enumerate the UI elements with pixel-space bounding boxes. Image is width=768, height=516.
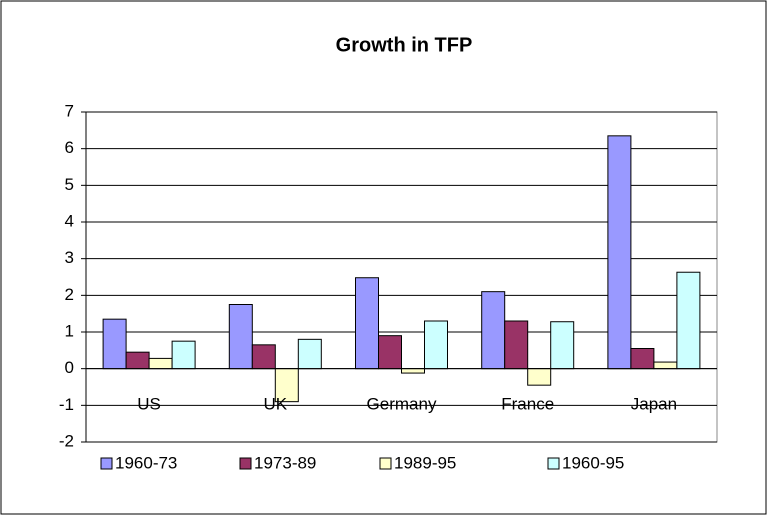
legend-label: 1960-73 [115,453,177,472]
bar [607,135,632,370]
y-tick-label: -2 [59,431,74,450]
bar [550,321,575,370]
legend-swatch [100,457,113,470]
y-tick-label: 3 [65,248,74,267]
y-tick-label: 6 [65,138,74,157]
bar [424,320,448,370]
bar [125,351,150,370]
bar [676,271,701,370]
bar [355,277,379,370]
y-tick-label: 0 [65,358,74,377]
bar [527,368,552,386]
y-tick-label: 5 [65,175,74,194]
chart-title: Growth in TFP [336,34,473,56]
x-tick-label: UK [263,394,287,413]
legend-swatch [239,457,252,470]
bar [297,338,322,370]
legend-label: 1989-95 [394,453,456,472]
y-tick-label: 2 [65,285,74,304]
bar [251,344,276,370]
x-tick-label: France [501,394,554,413]
bar [148,357,173,370]
legend-swatch [379,457,392,470]
legend-label: 1973-89 [254,453,316,472]
bar [630,348,655,370]
bar [228,304,253,370]
legend-swatch [547,457,560,470]
legend-label: 1960-95 [562,453,624,472]
x-tick-label: US [137,394,161,413]
bar [171,340,196,370]
x-tick-label: Japan [631,394,677,413]
bar [653,361,678,370]
x-tick-label: Germany [367,394,437,413]
y-tick-label: 4 [65,211,74,230]
bar [504,320,529,370]
y-tick-label: 1 [65,321,74,340]
y-tick-label: 7 [65,101,74,120]
bar [401,368,425,374]
bar [102,318,127,370]
y-tick-label: -1 [59,395,74,414]
bar [481,291,506,370]
bar [378,335,402,370]
